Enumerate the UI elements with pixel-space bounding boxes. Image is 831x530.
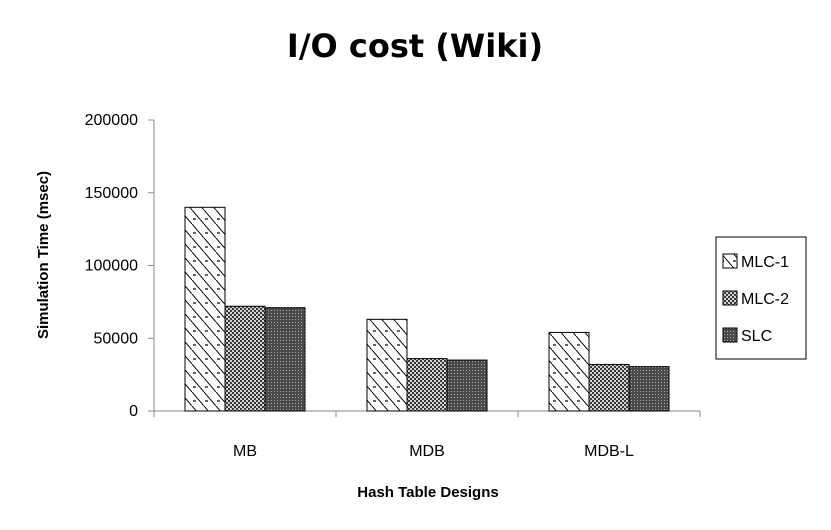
bar-mlc-2-mb xyxy=(224,305,266,412)
bars-group xyxy=(184,206,670,412)
y-axis-ticks: 0 50000 100000 150000 200000 xyxy=(85,112,154,420)
y-tick-label: 50000 xyxy=(94,330,139,347)
legend-label-mlc-2: MLC-2 xyxy=(741,291,789,308)
bar-slc-mb xyxy=(264,307,306,412)
bar-slc-mdb-l xyxy=(628,366,670,412)
bar-mlc-1-mdb xyxy=(366,318,408,412)
x-axis-ticks: MB MDB MDB-L xyxy=(153,411,701,460)
y-tick-label: 0 xyxy=(129,403,138,420)
y-tick-label: 150000 xyxy=(85,185,138,202)
x-axis-label: Hash Table Designs xyxy=(357,484,498,501)
x-tick-label: MDB xyxy=(409,443,445,460)
legend: MLC-1 MLC-2 SLC xyxy=(715,236,807,360)
legend-label-slc: SLC xyxy=(741,328,772,345)
bar-mlc-2-mdb xyxy=(406,358,448,412)
legend-label-mlc-1: MLC-1 xyxy=(741,254,789,271)
legend-swatch-slc xyxy=(722,327,738,343)
legend-swatch-mlc-2 xyxy=(722,290,738,306)
y-tick-label: 200000 xyxy=(85,112,138,129)
bar-slc-mdb xyxy=(446,359,488,412)
bar-mlc-1-mdb-l xyxy=(548,331,590,412)
chart-title: I/O cost (Wiki) xyxy=(287,27,543,65)
y-tick-label: 100000 xyxy=(85,258,138,275)
legend-swatch-mlc-1 xyxy=(722,253,738,269)
x-tick-label: MDB-L xyxy=(584,443,634,460)
bar-mlc-2-mdb-l xyxy=(588,363,630,412)
x-tick-label: MB xyxy=(233,443,257,460)
y-axis-label: Simulation Time (msec) xyxy=(35,171,52,339)
bar-mlc-1-mb xyxy=(184,206,226,412)
